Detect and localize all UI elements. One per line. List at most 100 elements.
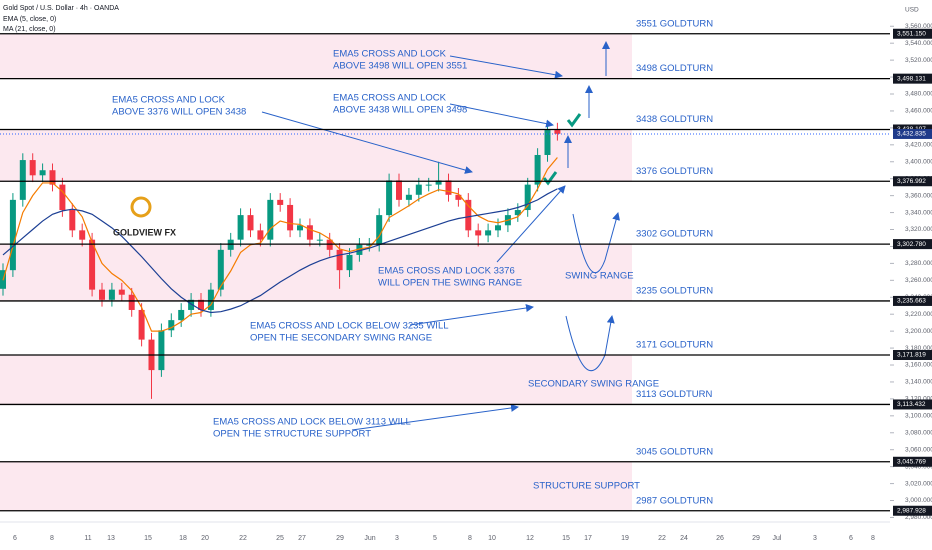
level-label: 3113 GOLDTURN [636, 389, 713, 400]
x-tick-label: 5 [433, 535, 437, 542]
candle-body [217, 249, 224, 290]
price-badge [893, 73, 932, 84]
arrows [261, 41, 620, 431]
candle-body [287, 204, 294, 231]
y-tick-label: 3,280.000 [905, 260, 932, 267]
annotation: OPEN THE STRUCTURE SUPPORT [213, 429, 371, 440]
candle-body [297, 225, 303, 231]
price-badge-label: 3,171.819 [897, 352, 926, 359]
candle-body [336, 249, 343, 271]
annotation: WILL OPEN THE SWING RANGE [378, 278, 522, 289]
candle-body [9, 199, 16, 271]
y-tick-label: 3,540.000 [905, 40, 932, 47]
candle-body [267, 199, 274, 240]
x-tick-label: 8 [50, 535, 54, 542]
price-badge-label: 3,045.769 [897, 458, 926, 465]
x-tick-label: 8 [468, 535, 472, 542]
level-label: 2987 GOLDTURN [636, 495, 713, 506]
price-badge [893, 239, 932, 250]
x-tick-label: 29 [752, 535, 760, 542]
zone [0, 129, 632, 182]
x-tick-label: 18 [179, 535, 187, 542]
annotation: ABOVE 3376 WILL OPEN 3438 [112, 107, 246, 118]
candle-body [89, 239, 96, 290]
y-tick-label: 3,060.000 [905, 446, 932, 453]
price-badge [893, 295, 932, 306]
candle-body [118, 289, 125, 295]
candle-body [49, 170, 56, 185]
y-tick-label: 3,560.000 [905, 23, 932, 30]
y-tick-label: 3,080.000 [905, 429, 932, 436]
level-label: 3171 GOLDTURN [636, 340, 713, 351]
level-label: 3302 GOLDTURN [636, 229, 713, 240]
price-badge-label: 3,235.663 [897, 298, 926, 305]
plot [0, 122, 561, 399]
annotation: SECONDARY SWING RANGE [528, 379, 659, 390]
indicator-line [2, 188, 558, 314]
price-badge [893, 399, 932, 410]
annotation: STRUCTURE SUPPORT [533, 481, 640, 492]
annotation: OPEN THE SECONDARY SWING RANGE [250, 333, 432, 344]
y-tick-label: 3,020.000 [905, 480, 932, 487]
annotation: SWING RANGE [565, 271, 634, 282]
candle-body [168, 320, 175, 331]
candle-body [108, 289, 115, 300]
zone [0, 461, 632, 511]
candle-body [405, 194, 412, 200]
x-tick-label: 8 [871, 535, 875, 542]
candle-body [198, 299, 204, 310]
x-tick-label: 20 [201, 535, 209, 542]
annotation: EMA5 CROSS AND LOCK 3376 [378, 266, 515, 277]
x-tick-label: Jun [364, 535, 375, 542]
price-badge [893, 456, 932, 467]
y-tick-label: 3,040.000 [905, 463, 932, 470]
x-tick-label: 19 [621, 535, 629, 542]
x-tick-label: 25 [276, 535, 284, 542]
y-tick-label: 3,420.000 [905, 142, 932, 149]
candle-body [386, 180, 393, 216]
candle-body [277, 199, 284, 205]
x-tick-label: 10 [488, 535, 496, 542]
candle-body [178, 309, 185, 321]
candle-body [534, 154, 541, 185]
y-tick-label: 3,200.000 [905, 328, 932, 335]
y-tick-label: 3,220.000 [905, 311, 932, 318]
x-tick-label: 26 [716, 535, 724, 542]
x-tick-label: 17 [584, 535, 592, 542]
y-tick-label: 3,100.000 [905, 413, 932, 420]
price-badge-label: 2,987.928 [897, 507, 926, 514]
candle-body [207, 289, 214, 310]
price-badge-label: 3,498.131 [897, 75, 926, 82]
last-price-badge [893, 128, 932, 139]
zones [0, 33, 632, 511]
x-tick-label: 13 [107, 535, 115, 542]
candle-body [316, 239, 323, 241]
candle-body [435, 180, 442, 185]
level-label: 3376 GOLDTURN [636, 166, 713, 177]
candle-body [19, 160, 26, 200]
x-tick-label: 29 [336, 535, 344, 542]
x-tick-label: 11 [84, 535, 91, 542]
level-label: 3498 GOLDTURN [636, 63, 713, 74]
candle-body [425, 184, 432, 186]
zone [0, 355, 632, 405]
level-label: 3551 GOLDTURN [636, 18, 713, 29]
y-tick-label: 3,260.000 [905, 277, 932, 284]
x-tick-label: 3 [813, 535, 817, 542]
candle-body [247, 215, 254, 231]
candle-body [188, 299, 195, 310]
price-badge [893, 176, 932, 187]
indicator-label: MA (21, close, 0) [3, 26, 56, 33]
candle-body [237, 215, 244, 240]
level-label: 3438 GOLDTURN [636, 114, 713, 125]
y-tick-label: 3,480.000 [905, 91, 932, 98]
y-tick-label: 3,360.000 [905, 192, 932, 199]
candle-body [495, 225, 501, 231]
y-tick-label: 3,120.000 [905, 396, 932, 403]
level-label: 3235 GOLDTURN [636, 285, 713, 296]
candle-body [39, 170, 46, 176]
annotation: EMA5 CROSS AND LOCK [333, 49, 447, 60]
annotation: EMA5 CROSS AND LOCK BELOW 3113 WILL [213, 417, 411, 428]
header-title: Gold Spot / U.S. Dollar · 4h · OANDA [3, 5, 119, 12]
y-tick-label: 3,180.000 [905, 345, 932, 352]
